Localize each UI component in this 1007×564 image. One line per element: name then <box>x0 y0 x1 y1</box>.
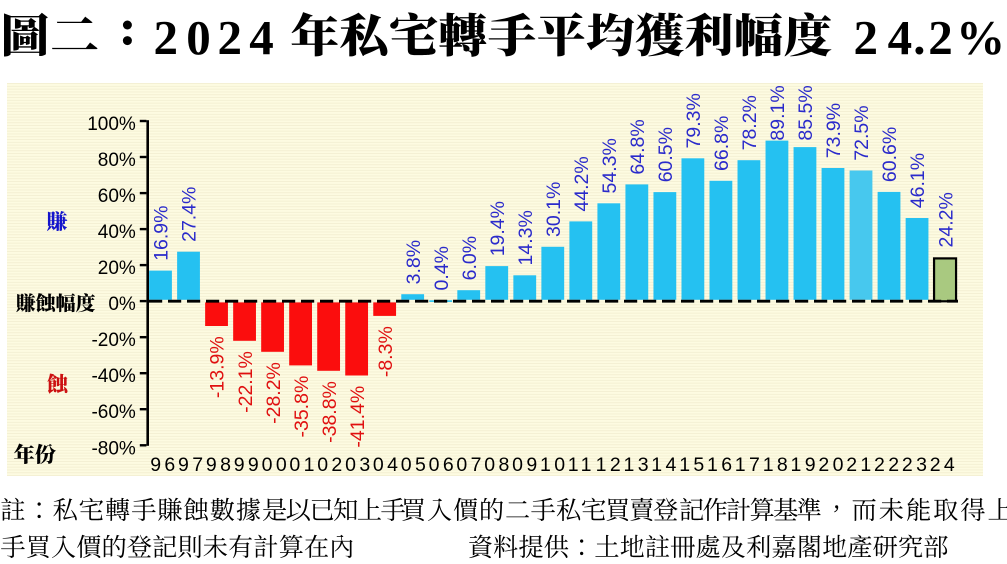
svg-text:2: 2 <box>154 10 179 65</box>
svg-text:73.9%: 73.9% <box>823 103 845 158</box>
svg-text:10: 10 <box>540 454 569 476</box>
svg-text:-28.2%: -28.2% <box>263 362 285 424</box>
svg-text:-60%: -60% <box>91 402 135 423</box>
svg-text:%: % <box>956 10 1005 65</box>
svg-text:02: 02 <box>317 454 346 476</box>
svg-text:-22.1%: -22.1% <box>235 351 257 413</box>
svg-text:80%: 80% <box>98 150 136 171</box>
svg-text:46.1%: 46.1% <box>907 153 929 208</box>
svg-text:14: 14 <box>651 454 680 476</box>
svg-text:72.5%: 72.5% <box>851 105 873 160</box>
svg-text:16: 16 <box>707 454 736 476</box>
svg-text:30.1%: 30.1% <box>543 182 565 237</box>
svg-text:04: 04 <box>373 454 402 476</box>
svg-text:20%: 20% <box>98 258 136 279</box>
svg-text:03: 03 <box>345 454 374 476</box>
svg-text:-13.9%: -13.9% <box>207 336 229 398</box>
svg-text:18: 18 <box>763 454 792 476</box>
svg-text:08: 08 <box>484 454 513 476</box>
svg-text:-38.8%: -38.8% <box>319 381 341 443</box>
svg-text:60.5%: 60.5% <box>655 127 677 182</box>
svg-text:23: 23 <box>902 454 931 476</box>
svg-text:99: 99 <box>234 454 263 476</box>
svg-text:01: 01 <box>289 454 318 476</box>
svg-text:20: 20 <box>818 454 847 476</box>
svg-text:12: 12 <box>596 454 625 476</box>
svg-text:98: 98 <box>206 454 235 476</box>
svg-text:66.8%: 66.8% <box>711 116 733 171</box>
svg-text:07: 07 <box>456 454 485 476</box>
svg-text:2: 2 <box>928 10 953 65</box>
svg-text:16.9%: 16.9% <box>151 206 173 261</box>
svg-text:-41.4%: -41.4% <box>347 386 369 448</box>
svg-text:3.8%: 3.8% <box>403 240 425 284</box>
svg-text:64.8%: 64.8% <box>627 119 649 174</box>
svg-text:6.0%: 6.0% <box>459 236 481 280</box>
svg-text:60.6%: 60.6% <box>879 127 901 182</box>
svg-text:0.4%: 0.4% <box>431 246 453 290</box>
svg-text:2: 2 <box>218 10 243 65</box>
svg-text:2: 2 <box>854 10 879 65</box>
svg-text:05: 05 <box>401 454 430 476</box>
svg-text:-40%: -40% <box>91 366 135 387</box>
svg-text:4: 4 <box>249 10 274 65</box>
svg-text:19.4%: 19.4% <box>487 201 509 256</box>
svg-text:15: 15 <box>679 454 708 476</box>
svg-text:79.3%: 79.3% <box>683 93 705 148</box>
svg-text:13: 13 <box>624 454 653 476</box>
svg-text:40%: 40% <box>98 222 136 243</box>
svg-text:96: 96 <box>150 454 179 476</box>
svg-text:21: 21 <box>846 454 875 476</box>
svg-text:-35.8%: -35.8% <box>291 376 313 438</box>
svg-text:4: 4 <box>888 10 913 65</box>
svg-text:17: 17 <box>735 454 764 476</box>
svg-text:-20%: -20% <box>91 330 135 351</box>
svg-text:06: 06 <box>429 454 458 476</box>
svg-text:78.2%: 78.2% <box>739 95 761 150</box>
svg-text:09: 09 <box>512 454 541 476</box>
svg-text:22: 22 <box>874 454 903 476</box>
svg-text:100%: 100% <box>87 114 136 135</box>
svg-text:11: 11 <box>568 454 595 476</box>
svg-text:85.5%: 85.5% <box>795 85 817 140</box>
svg-text:60%: 60% <box>98 186 136 207</box>
svg-text:27.4%: 27.4% <box>179 187 201 242</box>
svg-text:89.1%: 89.1% <box>767 85 789 140</box>
svg-text:14.3%: 14.3% <box>515 210 537 265</box>
svg-text:44.2%: 44.2% <box>571 156 593 211</box>
svg-text:97: 97 <box>178 454 207 476</box>
svg-text:0%: 0% <box>108 294 136 315</box>
svg-text:19: 19 <box>791 454 820 476</box>
svg-text:54.3%: 54.3% <box>599 138 621 193</box>
svg-text:24.2%: 24.2% <box>935 192 957 247</box>
svg-text:00: 00 <box>262 454 291 476</box>
svg-text:0: 0 <box>186 10 211 65</box>
svg-text:-8.3%: -8.3% <box>375 326 397 377</box>
svg-text:24: 24 <box>930 454 959 476</box>
svg-text:-80%: -80% <box>91 438 135 459</box>
svg-text:.: . <box>913 10 925 65</box>
